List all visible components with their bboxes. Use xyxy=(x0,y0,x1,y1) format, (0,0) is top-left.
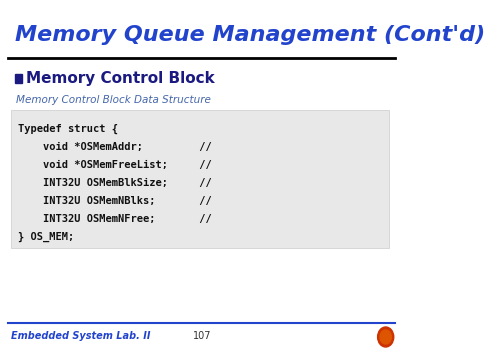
Text: Memory Control Block Data Structure: Memory Control Block Data Structure xyxy=(16,95,211,105)
Text: Embedded System Lab. II: Embedded System Lab. II xyxy=(12,331,151,341)
Text: void *OSMemFreeList;     //: void *OSMemFreeList; // xyxy=(18,160,212,170)
Text: Memory Queue Management (Cont'd): Memory Queue Management (Cont'd) xyxy=(14,25,484,45)
Text: Typedef struct {: Typedef struct { xyxy=(18,124,118,134)
Text: 107: 107 xyxy=(192,331,211,341)
Bar xyxy=(14,73,22,83)
Text: } OS_MEM;: } OS_MEM; xyxy=(18,232,74,242)
Text: void *OSMemAddr;         //: void *OSMemAddr; // xyxy=(18,142,212,152)
Circle shape xyxy=(380,330,392,344)
Text: INT32U OSMemNBlks;       //: INT32U OSMemNBlks; // xyxy=(18,196,212,206)
Text: Memory Control Block: Memory Control Block xyxy=(26,71,214,85)
Text: INT32U OSMemNFree;       //: INT32U OSMemNFree; // xyxy=(18,214,212,224)
FancyBboxPatch shape xyxy=(12,110,389,248)
Circle shape xyxy=(378,327,394,347)
Text: INT32U OSMemBlkSize;     //: INT32U OSMemBlkSize; // xyxy=(18,178,212,188)
